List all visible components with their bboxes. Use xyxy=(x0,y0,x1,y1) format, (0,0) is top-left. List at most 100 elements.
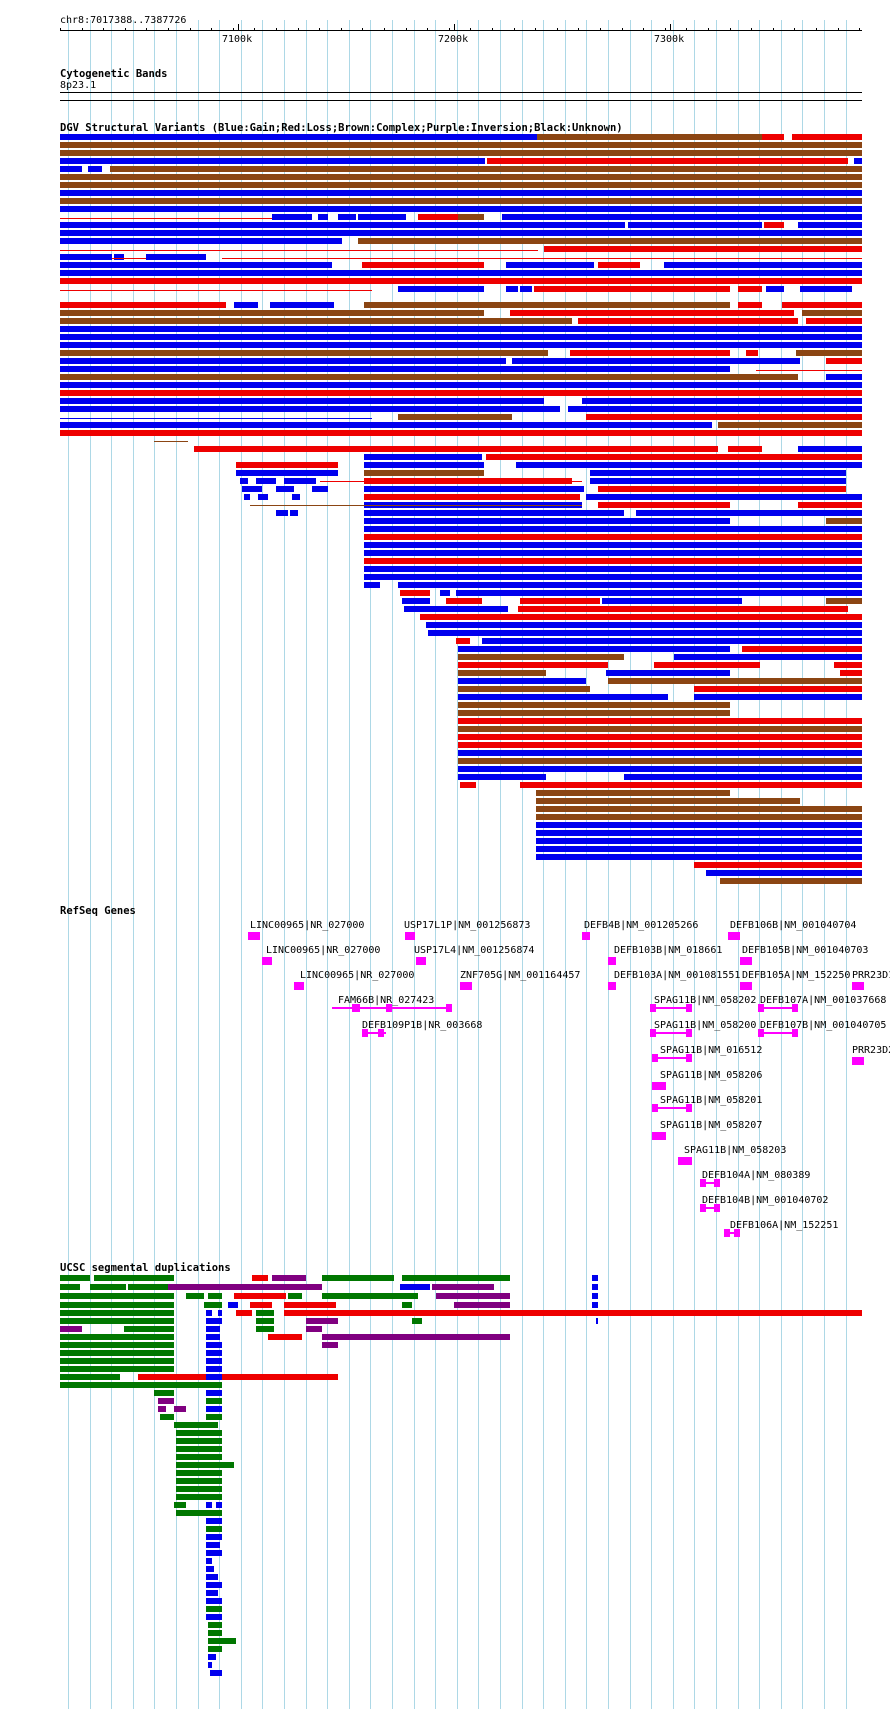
dgv-variant xyxy=(718,422,862,428)
gene-label[interactable]: DEFB104A|NM_080389 xyxy=(702,1170,811,1181)
dgv-variant xyxy=(364,510,624,516)
dgv-variant xyxy=(60,182,862,188)
dgv-variant xyxy=(364,486,584,492)
ruler-minor-tick xyxy=(60,28,61,31)
gene-label[interactable]: USP17L4|NM_001256874 xyxy=(414,945,535,956)
segdup-feature xyxy=(402,1302,412,1308)
dgv-variant xyxy=(60,318,572,324)
gene-label[interactable]: DEFB109P1B|NR_003668 xyxy=(362,1020,483,1031)
dgv-variant xyxy=(418,214,458,220)
gene-label[interactable]: LINC00965|NR_027000 xyxy=(300,970,415,981)
ruler-minor-tick xyxy=(686,28,687,31)
gridline xyxy=(198,20,199,1709)
segdup-feature xyxy=(60,1342,174,1348)
gene-label[interactable]: FAM66B|NR_027423 xyxy=(338,995,435,1006)
gene-glyph xyxy=(332,1007,452,1009)
gene-label[interactable]: SPAG11B|NM_058200 xyxy=(654,1020,757,1031)
gene-glyph xyxy=(740,957,752,965)
dgv-variant xyxy=(806,318,862,324)
gene-label[interactable]: DEFB103A|NM_001081551 xyxy=(614,970,741,981)
dgv-variant xyxy=(512,358,800,364)
dgv-variant xyxy=(826,598,862,604)
gene-label[interactable]: SPAG11B|NM_058201 xyxy=(660,1095,763,1106)
segdup-feature xyxy=(208,1630,222,1636)
segdup-feature xyxy=(206,1374,222,1380)
dgv-connector-line xyxy=(60,250,538,251)
gene-label[interactable]: ZNF705G|NM_001164457 xyxy=(460,970,581,981)
dgv-variant xyxy=(242,486,262,492)
gene-label[interactable]: PRR23D1 xyxy=(852,970,890,981)
ruler-minor-tick xyxy=(643,28,644,31)
dgv-variant xyxy=(738,302,762,308)
gene-label[interactable]: DEFB103B|NM_018661 xyxy=(614,945,723,956)
segdup-track-title[interactable]: UCSC segmental duplications xyxy=(60,1262,231,1274)
ruler-minor-tick xyxy=(838,28,839,31)
gene-label[interactable]: SPAG11B|NM_058207 xyxy=(660,1120,763,1131)
gene-label[interactable]: DEFB107B|NM_001040705 xyxy=(760,1020,887,1031)
gridline xyxy=(327,20,328,1709)
dgv-variant xyxy=(458,214,484,220)
gene-label[interactable]: PRR23D2 xyxy=(852,1045,890,1056)
dgv-variant xyxy=(270,302,334,308)
gridline xyxy=(586,20,587,1709)
dgv-variant xyxy=(766,286,784,292)
gene-label[interactable]: DEFB106A|NM_152251 xyxy=(730,1220,839,1231)
dgv-variant xyxy=(60,334,862,340)
segdup-feature xyxy=(60,1374,120,1380)
gridline xyxy=(457,20,458,1709)
gene-label[interactable]: SPAG11B|NM_058206 xyxy=(660,1070,763,1081)
dgv-track-title[interactable]: DGV Structural Variants (Blue:Gain;Red:L… xyxy=(60,122,623,134)
gene-label[interactable]: LINC00965|NR_027000 xyxy=(250,920,365,931)
gridline xyxy=(370,20,371,1709)
dgv-connector-line xyxy=(154,441,188,442)
gridline xyxy=(241,20,242,1709)
gene-label[interactable]: DEFB105B|NM_001040703 xyxy=(742,945,869,956)
dgv-variant xyxy=(694,686,862,692)
gene-label[interactable]: DEFB4B|NM_001205266 xyxy=(584,920,699,931)
dgv-variant xyxy=(598,486,846,492)
refseq-track-title[interactable]: RefSeq Genes xyxy=(60,905,136,917)
segdup-feature xyxy=(176,1446,222,1452)
gene-label[interactable]: DEFB104B|NM_001040702 xyxy=(702,1195,829,1206)
gridline xyxy=(651,20,652,1709)
dgv-variant xyxy=(458,686,590,692)
segdup-feature xyxy=(208,1654,216,1660)
gene-label[interactable]: SPAG11B|NM_058203 xyxy=(684,1145,787,1156)
dgv-variant xyxy=(590,470,846,476)
gene-glyph xyxy=(740,982,752,990)
gene-label[interactable]: DEFB107A|NM_001037668 xyxy=(760,995,887,1006)
gene-glyph xyxy=(582,932,590,940)
dgv-variant xyxy=(60,406,560,412)
segdup-feature xyxy=(272,1275,306,1281)
dgv-variant xyxy=(536,830,862,836)
segdup-feature xyxy=(592,1275,598,1281)
gene-label[interactable]: DEFB105A|NM_152250 xyxy=(742,970,851,981)
segdup-feature xyxy=(60,1326,82,1332)
segdup-feature xyxy=(306,1318,338,1324)
cytoband-track-title[interactable]: Cytogenetic Bands xyxy=(60,68,168,80)
dgv-variant xyxy=(292,494,300,500)
dgv-variant xyxy=(458,670,546,676)
dgv-variant xyxy=(60,342,862,348)
segdup-feature xyxy=(206,1534,222,1540)
segdup-feature xyxy=(60,1318,174,1324)
dgv-variant xyxy=(694,694,862,700)
gene-label[interactable]: DEFB106B|NM_001040704 xyxy=(730,920,857,931)
gene-glyph xyxy=(460,982,472,990)
segdup-feature xyxy=(322,1342,338,1348)
gene-label[interactable]: USP17L1P|NM_001256873 xyxy=(404,920,531,931)
segdup-feature xyxy=(176,1430,222,1436)
ruler-tick-7200k: 7200k xyxy=(438,34,469,45)
gene-label[interactable]: LINC00965|NR_027000 xyxy=(266,945,381,956)
dgv-variant xyxy=(738,286,762,292)
dgv-variant xyxy=(536,790,730,796)
segdup-feature xyxy=(60,1302,174,1308)
segdup-feature xyxy=(208,1638,236,1644)
gene-label[interactable]: SPAG11B|NM_016512 xyxy=(660,1045,763,1056)
dgv-variant xyxy=(746,350,758,356)
segdup-feature xyxy=(176,1454,222,1460)
dgv-variant xyxy=(586,494,862,500)
ruler-tick-7100k: 7100k xyxy=(222,34,253,45)
dgv-variant xyxy=(364,550,862,556)
gene-label[interactable]: SPAG11B|NM_058202 xyxy=(654,995,757,1006)
